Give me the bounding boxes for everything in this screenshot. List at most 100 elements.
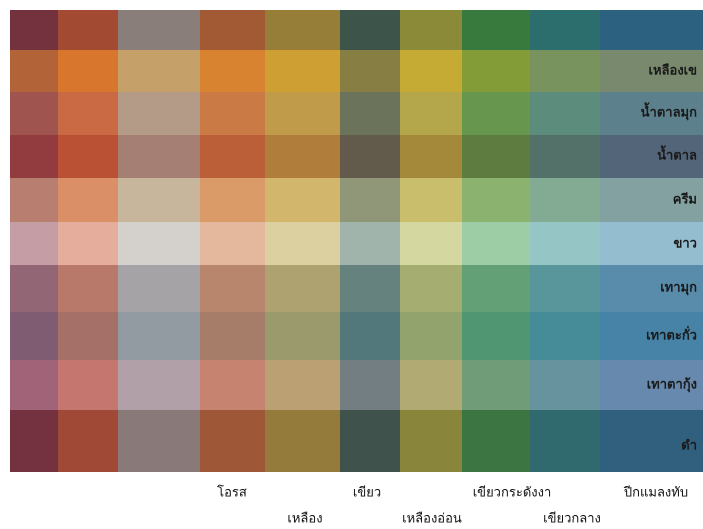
fabric-check [200,50,265,92]
fabric-check [118,265,200,312]
fabric-check [200,178,265,222]
column-label: เขียว [353,485,381,501]
fabric-check [265,312,340,360]
fabric-check [200,410,265,472]
fabric-check [200,135,265,178]
fabric-check [400,92,462,135]
fabric-check [200,92,265,135]
fabric-check [58,135,118,178]
fabric-check [400,410,462,472]
fabric-check [400,10,462,50]
fabric-check [118,178,200,222]
fabric-check [400,178,462,222]
column-label: เหลือง [287,511,322,527]
fabric-check [530,312,600,360]
fabric-check [462,10,530,50]
fabric-check [10,222,58,265]
fabric-check [58,10,118,50]
fabric-check [265,50,340,92]
row-label: เทาตะกั่ว [646,326,697,344]
row-label: ดำ [681,438,697,454]
fabric-check [265,135,340,178]
fabric-check [462,265,530,312]
fabric-check [265,222,340,265]
row-label: เทาตากุ้ง [647,377,697,393]
fabric-check [462,135,530,178]
fabric-check [58,312,118,360]
fabric-check [340,50,400,92]
column-label: ปีกแมลงทับ [623,485,688,501]
fabric-check [462,92,530,135]
fabric-check [530,410,600,472]
fabric-check [10,50,58,92]
fabric-check [530,135,600,178]
fabric-check [58,265,118,312]
fabric-check [400,265,462,312]
fabric-check [200,265,265,312]
fabric-check [58,360,118,410]
fabric-check [200,360,265,410]
fabric-check [400,50,462,92]
fabric-check [10,312,58,360]
fabric-check [58,410,118,472]
fabric-check [58,178,118,222]
fabric-check [340,360,400,410]
fabric-check [118,360,200,410]
fabric-check [200,222,265,265]
fabric-check [10,178,58,222]
fabric-check [462,222,530,265]
fabric-check [340,312,400,360]
row-label: เหลืองเข [649,63,697,79]
fabric-check [58,92,118,135]
fabric-check [530,178,600,222]
fabric-check [340,92,400,135]
fabric-check [118,410,200,472]
fabric-photo [10,10,703,472]
fabric-check [530,50,600,92]
fabric-check [10,360,58,410]
fabric-check [118,92,200,135]
fabric-check [400,135,462,178]
fabric-check [10,10,58,50]
column-label: เขียวกระดังงา [473,485,552,501]
fabric-check [340,410,400,472]
fabric-check [265,265,340,312]
fabric-check [530,360,600,410]
fabric-check [10,135,58,178]
fabric-check [340,135,400,178]
fabric-check [462,312,530,360]
fabric-check [462,360,530,410]
fabric-check [340,10,400,50]
fabric-check [118,10,200,50]
fabric-check [340,265,400,312]
fabric-check [265,92,340,135]
column-label: โอรส [217,485,247,501]
fabric-check [118,312,200,360]
fabric-check [200,312,265,360]
row-label: เทามุก [660,281,697,296]
fabric-check [58,50,118,92]
fabric-check [340,178,400,222]
fabric-check [265,410,340,472]
fabric-check [462,410,530,472]
fabric-check [340,222,400,265]
fabric-check [58,222,118,265]
fabric-check [462,50,530,92]
page: เหลืองเข น้ำตาลมุก น้ำตาล ครีม ขาว เทามุ… [0,0,703,529]
fabric-check [400,360,462,410]
fabric-check [400,312,462,360]
fabric-check [118,135,200,178]
fabric-check [118,50,200,92]
fabric-check [462,178,530,222]
fabric-check [200,10,265,50]
row-label: ครีม [673,192,697,208]
fabric-check [265,10,340,50]
column-label: เหลืองอ่อน [402,511,462,527]
fabric-check [530,92,600,135]
fabric-check [600,10,703,50]
fabric-check [10,92,58,135]
fabric-check [400,222,462,265]
fabric-check [10,410,58,472]
fabric-check [10,265,58,312]
fabric-check [530,222,600,265]
